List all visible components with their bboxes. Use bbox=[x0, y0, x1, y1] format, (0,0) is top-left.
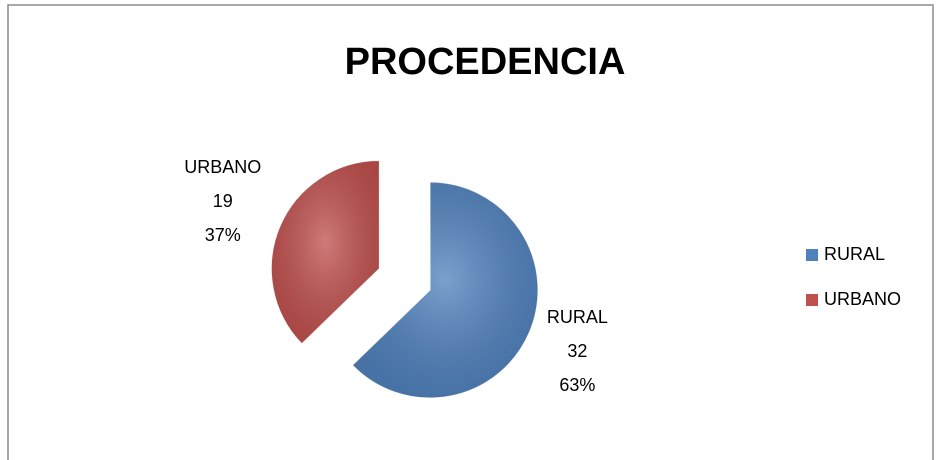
data-label-name: RURAL bbox=[547, 307, 608, 327]
data-label-percent: 63% bbox=[559, 375, 595, 395]
slice-shade bbox=[271, 160, 380, 344]
legend-label: URBANO bbox=[824, 289, 901, 309]
data-label-value: 32 bbox=[567, 341, 587, 361]
legend-label: RURAL bbox=[824, 244, 885, 264]
data-label-value: 19 bbox=[213, 191, 233, 211]
legend-swatch bbox=[806, 294, 818, 306]
data-label-percent: 37% bbox=[205, 225, 241, 245]
data-label-name: URBANO bbox=[184, 157, 261, 177]
legend-swatch bbox=[806, 249, 818, 261]
chart-title: PROCEDENCIA bbox=[345, 41, 626, 83]
slice-shade bbox=[352, 182, 538, 398]
